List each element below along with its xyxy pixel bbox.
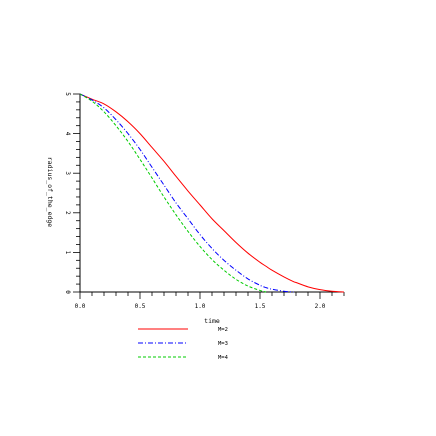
y-tick-label: 1	[64, 251, 71, 255]
legend-label: M=4	[218, 355, 229, 361]
x-tick-label: 1.5	[255, 303, 266, 310]
y-tick-label: 2	[64, 211, 71, 215]
curves	[79, 93, 345, 293]
y-tick-label: 5	[64, 92, 71, 96]
series-line-m4	[79, 93, 267, 293]
x-tick-label: 1.0	[195, 303, 206, 310]
x-tick-label: 0.0	[75, 303, 86, 310]
x-tick-label: 0.5	[135, 303, 146, 310]
x-axis-title: time	[204, 317, 220, 325]
y-axis-title: radius_of_the_edge	[46, 157, 54, 228]
legend-label: M=3	[218, 341, 228, 347]
x-tick-label: 2.0	[315, 303, 326, 310]
legend-label: M=2	[218, 327, 228, 333]
y-tick-label: 3	[64, 171, 71, 175]
y-tick-label: 0	[64, 290, 71, 294]
legend: M=2 M=3 M=4	[138, 327, 229, 361]
series-line-m2	[79, 93, 345, 293]
axes: 0.0 0.5 1.0 1.5 2.0 0 1 2 3 4 5	[64, 92, 345, 310]
series-line-m3	[79, 93, 294, 293]
y-tick-label: 4	[64, 132, 71, 136]
